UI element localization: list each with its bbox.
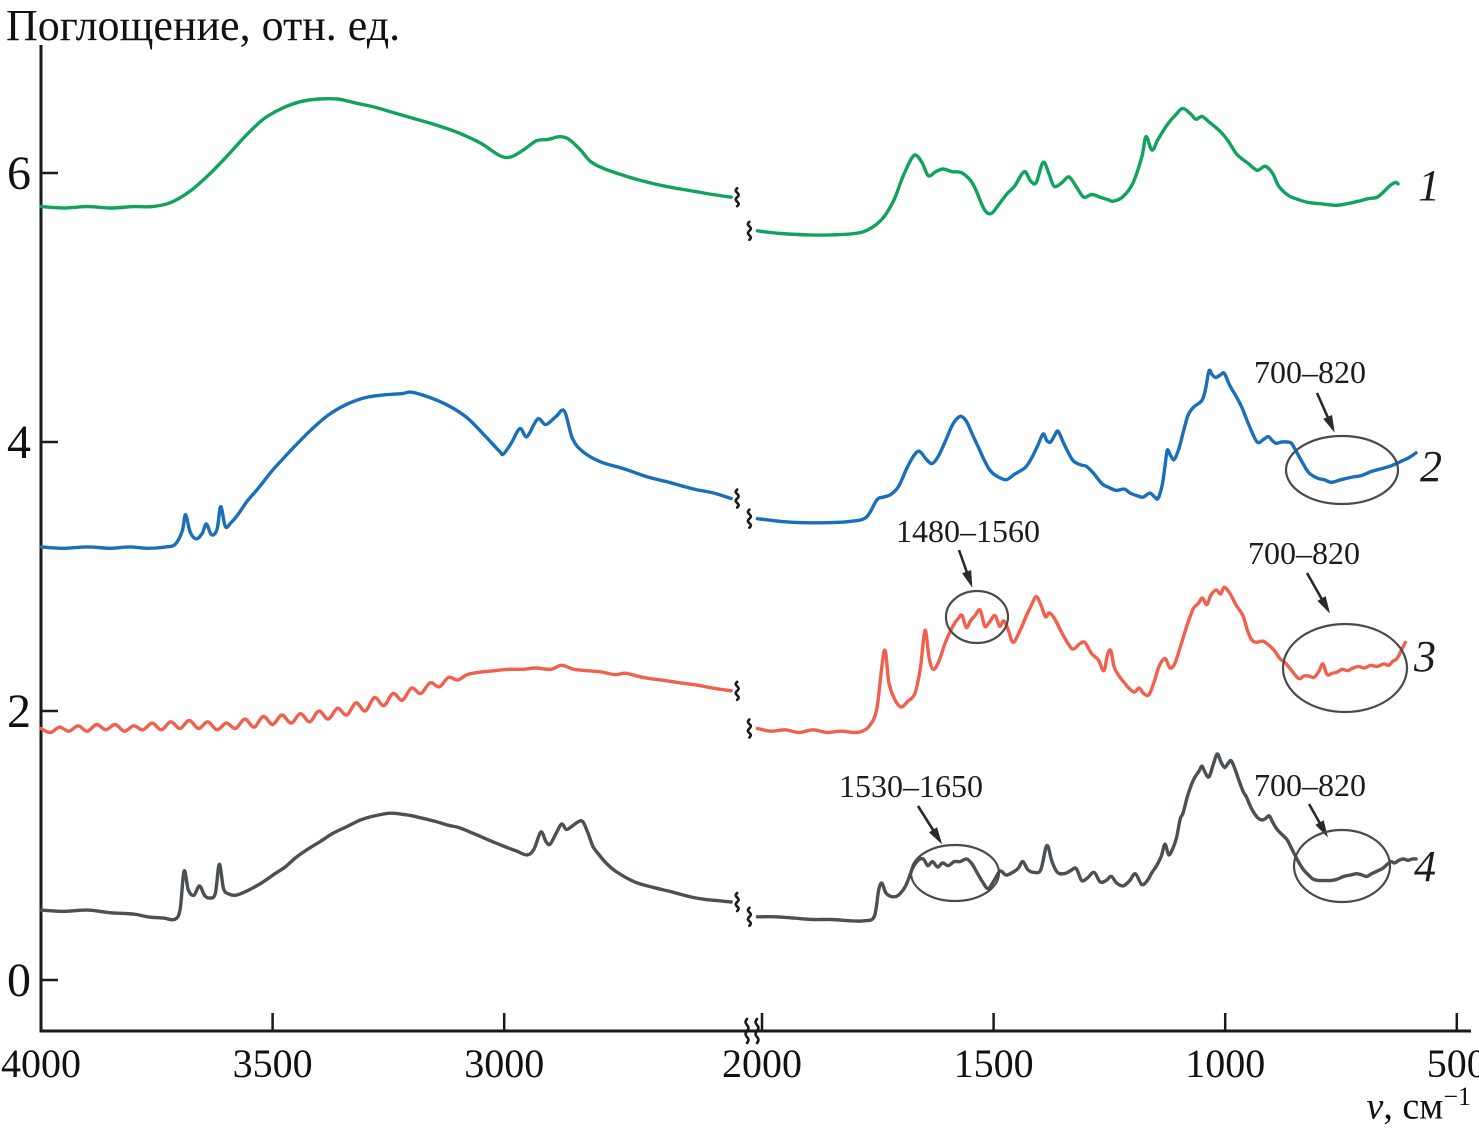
annotation-4-ellipse	[909, 843, 1001, 903]
series-1-break-mark	[746, 220, 753, 242]
x-axis-title-symbol: ν	[1366, 1085, 1384, 1128]
series-3-break-mark	[734, 680, 740, 702]
annotation-2-arrowhead	[962, 570, 973, 588]
x-tick-label: 1500	[954, 1041, 1034, 1086]
y-tick-label: 4	[7, 416, 31, 469]
x-axis-title: ν, см−1	[1367, 1082, 1471, 1129]
series-2-break-mark	[746, 508, 753, 529]
annotation-1-ellipse	[1284, 434, 1400, 506]
y-axis-title: Поглощение, отн. ед.	[6, 1, 401, 50]
series-2-left-curve	[39, 390, 733, 550]
x-tick-label: 500	[1427, 1041, 1479, 1086]
annotation-2-text: 1480–1560	[896, 513, 1040, 549]
annotation-1-arrowhead	[1323, 415, 1335, 433]
series-3-label: 3	[1413, 632, 1436, 681]
x-axis-title-unit: , см	[1383, 1085, 1444, 1128]
annotation-5-text: 700–820	[1254, 767, 1366, 803]
annotation-5-ellipse	[1292, 828, 1392, 904]
series-2-break-mark	[734, 488, 740, 509]
y-tick-label: 2	[7, 685, 31, 738]
annotation-3-arrowhead	[1317, 596, 1330, 614]
annotation-4-text: 1530–1650	[839, 768, 983, 804]
series-2-label: 2	[1420, 442, 1442, 491]
series-4-right-curve	[755, 752, 1418, 923]
series-4-break-mark	[734, 891, 740, 913]
series-4-left-curve	[39, 811, 733, 922]
x-tick-label: 4000	[1, 1041, 81, 1086]
series-1-label: 1	[1418, 161, 1440, 210]
series-4-break-mark	[746, 906, 753, 928]
series-3-right-curve	[755, 585, 1408, 735]
series-3-left-curve	[39, 663, 733, 735]
series-4-label: 4	[1414, 842, 1436, 891]
series-1-right-curve	[755, 106, 1400, 237]
x-tick-label: 3500	[233, 1041, 313, 1086]
annotation-4-arrowhead	[928, 827, 943, 845]
x-axis-title-superscript: −1	[1443, 1082, 1471, 1111]
axis-break-mark	[754, 1017, 760, 1045]
annotation-1-text: 700–820	[1254, 354, 1366, 390]
x-tick-label: 1000	[1185, 1041, 1265, 1086]
series-3-break-mark	[746, 718, 753, 739]
x-tick-label: 3000	[464, 1041, 544, 1086]
y-tick-label: 6	[7, 147, 31, 200]
annotation-3-ellipse	[1281, 622, 1409, 714]
annotation-2-ellipse	[944, 589, 1010, 645]
series-1-break-mark	[734, 186, 740, 208]
series-1-left-curve	[39, 96, 733, 210]
annotation-3-text: 700–820	[1248, 535, 1360, 571]
x-tick-label: 2000	[722, 1041, 802, 1086]
y-tick-label: 0	[7, 954, 31, 1007]
series-2-right-curve	[755, 368, 1418, 525]
axis-break-mark	[744, 1017, 750, 1045]
